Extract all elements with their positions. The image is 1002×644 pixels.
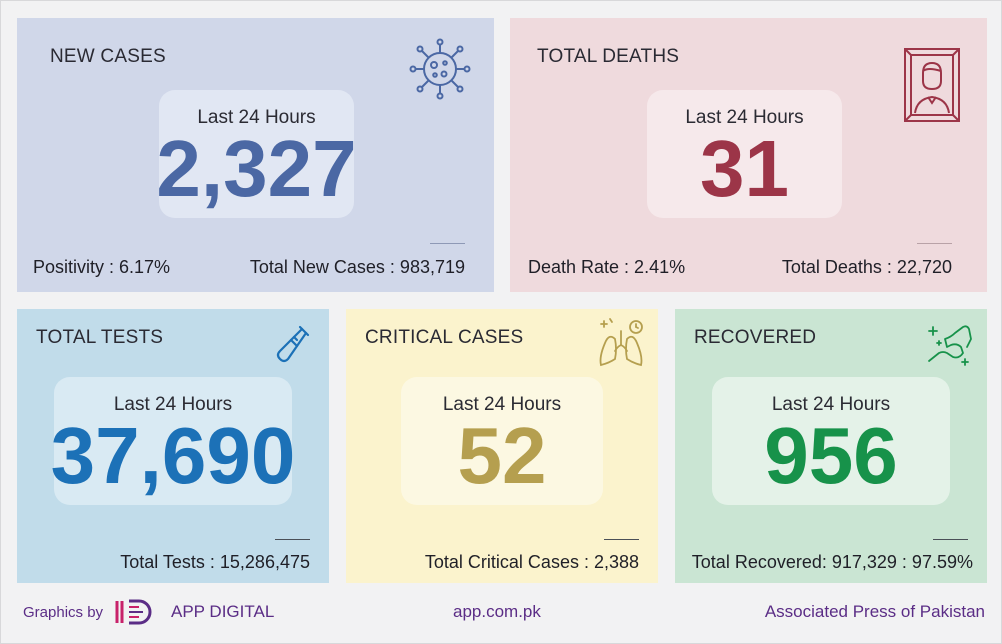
positivity-stat: Positivity : 6.17% xyxy=(33,257,171,277)
app-digital-brand: APP DIGITAL xyxy=(171,602,275,621)
recovered-title: RECOVERED xyxy=(694,327,817,348)
test-tube-icon xyxy=(276,325,310,363)
critical-cases-title: CRITICAL CASES xyxy=(365,327,524,348)
new-cases-title: NEW CASES xyxy=(50,46,166,67)
app-digital-logo-icon xyxy=(115,599,152,625)
total-new-cases-stat: Total New Cases : 983,719 xyxy=(249,257,465,277)
new-cases-value: 2,327 xyxy=(156,124,357,213)
total-tests-stat: Total Tests : 15,286,475 xyxy=(120,552,310,572)
flexed-arm-icon xyxy=(928,325,972,366)
critical-cases-panel: Last 24 Hours 52 xyxy=(401,377,603,505)
new-cases-period: Last 24 Hours xyxy=(197,107,316,128)
website-link[interactable]: app.com.pk xyxy=(453,602,541,621)
total-deaths-panel: Last 24 Hours 31 xyxy=(647,90,842,218)
total-tests-period: Last 24 Hours xyxy=(113,394,233,415)
total-recovered-stat: Total Recovered: 917,329 : 97.59% xyxy=(691,552,973,572)
recovered-value: 956 xyxy=(764,411,898,500)
total-tests-card: TOTAL TESTS Last 24 Hours 37,690 Total T… xyxy=(17,309,329,583)
total-deaths-title: TOTAL DEATHS xyxy=(537,46,680,67)
divider xyxy=(275,539,310,540)
total-deaths-stat: Total Deaths : 22,720 xyxy=(781,257,952,277)
divider xyxy=(933,539,968,540)
recovered-period: Last 24 Hours xyxy=(771,394,891,415)
critical-cases-value: 52 xyxy=(457,411,547,500)
portrait-frame-icon xyxy=(904,48,960,122)
graphics-by-label: Graphics by xyxy=(23,604,104,621)
virus-icon xyxy=(409,38,471,100)
lungs-icon xyxy=(599,318,643,367)
total-critical-cases-stat: Total Critical Cases : 2,388 xyxy=(424,552,639,572)
total-deaths-value: 31 xyxy=(700,124,789,213)
divider xyxy=(430,243,465,244)
total-tests-title: TOTAL TESTS xyxy=(36,327,164,348)
new-cases-card: NEW CASES Last 24 Hours 2,327 Positivity… xyxy=(17,18,494,292)
agency-name: Associated Press of Pakistan xyxy=(764,602,985,621)
critical-cases-card: CRITICAL CASES Last 24 Hours 52 Total Cr… xyxy=(346,309,658,583)
recovered-card: RECOVERED Last 24 Hours 956 Total Recove… xyxy=(675,309,987,583)
critical-cases-period: Last 24 Hours xyxy=(442,394,562,415)
death-rate-stat: Death Rate : 2.41% xyxy=(528,257,686,277)
divider xyxy=(917,243,952,244)
total-deaths-period: Last 24 Hours xyxy=(685,107,804,128)
new-cases-panel: Last 24 Hours 2,327 xyxy=(156,90,357,218)
total-tests-value: 37,690 xyxy=(50,411,296,500)
divider xyxy=(604,539,639,540)
total-deaths-card: TOTAL DEATHS Last 24 Hours 31 Death Rate… xyxy=(510,18,987,292)
total-tests-panel: Last 24 Hours 37,690 xyxy=(51,377,295,505)
recovered-panel: Last 24 Hours 956 xyxy=(712,377,950,505)
